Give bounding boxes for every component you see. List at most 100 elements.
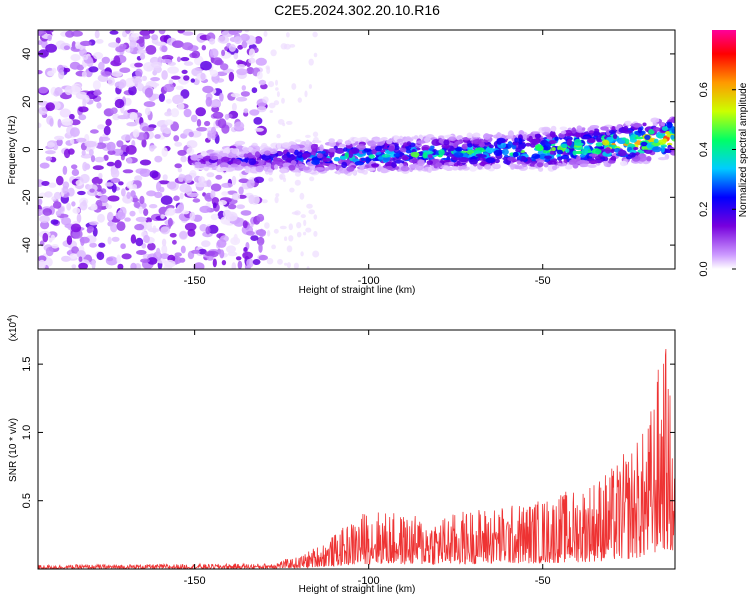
noise-blob: [177, 102, 185, 111]
signal-blob: [448, 136, 457, 141]
noise-blob: [300, 251, 304, 257]
noise-blob: [162, 174, 168, 181]
noise-blob: [38, 122, 42, 129]
noise-blob: [233, 52, 239, 60]
noise-blob: [71, 168, 80, 177]
signal-blob: [458, 157, 469, 163]
signal-blob: [402, 156, 409, 161]
noise-blob: [161, 54, 174, 61]
noise-blob: [57, 64, 64, 73]
noise-blob: [221, 260, 227, 266]
signal-blob: [316, 153, 323, 159]
noise-blob: [149, 145, 157, 150]
noise-blob: [283, 43, 291, 50]
noise-blob: [62, 185, 69, 194]
signal-blob: [670, 134, 675, 140]
noise-blob: [124, 217, 131, 222]
noise-blob: [71, 83, 82, 93]
noise-blob: [246, 258, 254, 268]
noise-blob: [90, 203, 98, 211]
noise-blob: [51, 244, 59, 249]
signal-blob: [528, 166, 537, 170]
noise-blob: [221, 182, 234, 188]
noise-blob: [238, 186, 244, 195]
signal-blob: [514, 137, 519, 143]
signal-blob: [566, 139, 573, 146]
noise-blob: [42, 208, 53, 216]
noise-blob: [70, 223, 82, 233]
noise-blob: [139, 159, 152, 166]
noise-blob: [313, 52, 318, 58]
noise-blob: [139, 195, 145, 205]
signal-blob: [587, 164, 597, 168]
noise-blob: [192, 198, 201, 203]
noise-blob: [309, 176, 315, 182]
signal-blob: [356, 144, 366, 151]
noise-blob: [205, 226, 211, 235]
signal-blob: [451, 166, 459, 171]
noise-blob: [98, 172, 103, 179]
signal-blob: [340, 155, 347, 160]
noise-blob: [50, 234, 56, 241]
signal-blob: [624, 138, 630, 145]
noise-blob: [172, 94, 184, 105]
noise-blob: [39, 162, 50, 169]
noise-blob: [200, 72, 206, 80]
noise-blob: [201, 45, 206, 51]
signal-blob: [621, 137, 627, 141]
signal-blob: [371, 163, 379, 168]
noise-blob: [236, 204, 246, 209]
noise-blob: [240, 210, 252, 216]
signal-blob: [608, 160, 616, 164]
signal-blob: [410, 151, 420, 158]
signal-blob: [190, 154, 200, 161]
signal-blob: [637, 127, 643, 134]
snr-series-line: [38, 348, 675, 569]
noise-blob: [78, 256, 83, 263]
signal-blob: [564, 165, 573, 170]
noise-blob: [200, 60, 212, 71]
signal-blob: [435, 162, 443, 168]
noise-blob: [183, 174, 193, 183]
noise-blob: [79, 173, 90, 184]
signal-blob: [301, 153, 311, 158]
noise-blob: [231, 175, 237, 186]
noise-blob: [228, 44, 236, 52]
noise-blob: [122, 169, 134, 174]
signal-blob: [453, 152, 464, 158]
noise-blob: [217, 118, 227, 129]
noise-blob: [145, 45, 157, 55]
signal-blob: [518, 130, 525, 136]
signal-blob: [581, 127, 586, 131]
signal-blob: [324, 167, 330, 171]
noise-blob: [195, 107, 206, 117]
snr-y-multiplier: (x104): [7, 315, 19, 342]
noise-blob: [101, 71, 112, 76]
noise-blob: [61, 217, 72, 226]
signal-blob: [543, 162, 549, 168]
noise-blob: [89, 188, 95, 193]
signal-blob: [531, 153, 541, 159]
noise-blob: [155, 247, 161, 258]
signal-blob: [466, 132, 473, 139]
noise-blob: [144, 107, 151, 116]
noise-blob: [66, 235, 73, 245]
signal-blob: [231, 148, 239, 155]
noise-blob: [121, 253, 132, 260]
noise-blob: [180, 155, 187, 163]
noise-blob: [199, 205, 211, 213]
noise-blob: [238, 178, 250, 183]
signal-blob: [549, 130, 556, 138]
signal-blob: [276, 142, 282, 149]
noise-blob: [93, 52, 104, 60]
noise-blob: [54, 135, 65, 141]
noise-blob: [206, 172, 215, 178]
signal-blob: [520, 156, 527, 162]
snr-y-ticks: 0.5 1.0 1.5: [21, 356, 675, 508]
signal-blob: [542, 149, 550, 154]
noise-blob: [63, 45, 70, 50]
noise-blob: [313, 214, 318, 220]
noise-blob: [143, 208, 149, 216]
signal-blob: [657, 134, 664, 139]
